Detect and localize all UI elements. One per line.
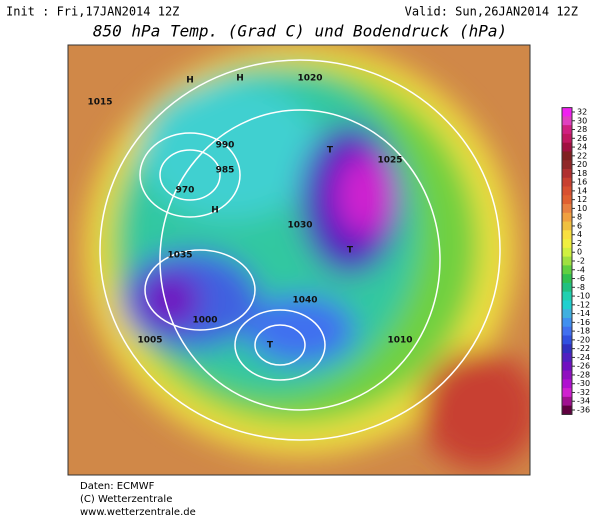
map-label: 1010 xyxy=(387,336,412,346)
colorbar-label: -14 xyxy=(577,309,590,318)
colorbar-label: 20 xyxy=(577,160,587,169)
colorbar-swatch xyxy=(562,230,572,240)
colorbar-label: 8 xyxy=(577,213,582,222)
colorbar-swatch xyxy=(562,212,572,223)
colorbar-label: 0 xyxy=(577,248,582,257)
colorbar-label: -20 xyxy=(577,335,590,344)
map-label: 1030 xyxy=(287,221,312,231)
colorbar-swatch xyxy=(562,344,572,354)
colorbar-swatch xyxy=(562,177,572,187)
colorbar-label: 30 xyxy=(577,116,587,125)
init-time: Init : Fri,17JAN2014 12Z xyxy=(6,5,179,19)
valid-time: Valid: Sun,26JAN2014 12Z xyxy=(405,5,578,19)
map-label: 985 xyxy=(216,166,235,176)
colorbar-label: -18 xyxy=(577,327,590,336)
colorbar-swatch xyxy=(562,353,572,363)
colorbar-swatch xyxy=(562,274,572,284)
colorbar-swatch xyxy=(562,133,572,144)
colorbar-label: 26 xyxy=(577,134,587,143)
map-area xyxy=(68,45,530,475)
colorbar-label: 14 xyxy=(577,186,587,195)
colorbar-label: -24 xyxy=(577,353,590,362)
colorbar-swatch xyxy=(562,388,572,398)
colorbar-label: 16 xyxy=(577,178,587,187)
colorbar-swatch xyxy=(562,195,572,205)
map-label: T xyxy=(347,246,354,256)
colorbar-swatch xyxy=(562,239,572,249)
footer-copyright: (C) Wetterzentrale xyxy=(80,494,172,505)
map-label: 1025 xyxy=(377,156,402,166)
colorbar-label: -22 xyxy=(577,344,590,353)
map-label: 1000 xyxy=(192,316,217,326)
colorbar-swatch xyxy=(562,300,572,310)
map-label: H xyxy=(211,206,219,216)
colorbar-label: -10 xyxy=(577,292,590,301)
colorbar-label: -34 xyxy=(577,397,590,406)
colorbar-swatch xyxy=(562,282,572,293)
colorbar-swatch xyxy=(562,151,572,161)
colorbar-label: -8 xyxy=(577,283,585,292)
colorbar-swatch xyxy=(562,335,572,345)
map-label: 1035 xyxy=(167,251,192,261)
map-label: H xyxy=(236,74,244,84)
footer-url: www.wetterzentrale.de xyxy=(80,507,196,518)
colorbar-swatch xyxy=(562,247,572,258)
isobars xyxy=(99,59,501,441)
colorbar-swatch xyxy=(562,326,572,336)
colorbar-label: -28 xyxy=(577,370,590,379)
colorbar-swatch xyxy=(562,168,572,179)
colorbar-swatch xyxy=(562,265,572,275)
colorbar-label: -32 xyxy=(577,388,590,397)
colorbar-label: -30 xyxy=(577,379,590,388)
colorbar-label: -6 xyxy=(577,274,585,283)
colorbar-swatch xyxy=(562,116,572,126)
colorbar-label: 18 xyxy=(577,169,587,178)
colorbar-label: -4 xyxy=(577,265,585,274)
colorbar-label: 2 xyxy=(577,239,582,248)
colorbar-swatch xyxy=(562,160,572,170)
colorbar-label: 4 xyxy=(577,230,582,239)
colorbar-swatch xyxy=(562,317,572,328)
map-label: 1005 xyxy=(137,336,162,346)
colorbar-frame xyxy=(561,107,573,415)
colorbar-swatch xyxy=(562,379,572,389)
colorbar-label: -12 xyxy=(577,300,590,309)
colorbar-label: 10 xyxy=(577,204,587,213)
map-label: 1015 xyxy=(87,98,112,108)
colorbar-label: 32 xyxy=(577,108,587,117)
colorbar-label: -2 xyxy=(577,257,585,266)
colorbar-swatch xyxy=(562,370,572,380)
colorbar-swatch xyxy=(562,125,572,135)
colorbar-swatch xyxy=(562,107,572,117)
colorbar-swatch xyxy=(562,221,572,231)
colorbar-swatch xyxy=(562,361,572,372)
colorbar-label: -36 xyxy=(577,406,590,415)
colorbar-swatch xyxy=(562,291,572,301)
colorbar-label: -16 xyxy=(577,318,590,327)
map-label: T xyxy=(267,341,274,351)
map-label: 970 xyxy=(176,186,195,196)
colorbar-swatch xyxy=(562,186,572,196)
colorbar-swatch xyxy=(562,309,572,319)
colorbar-label: 28 xyxy=(577,125,587,134)
footer-source: Daten: ECMWF xyxy=(80,481,155,492)
colorbar-swatch xyxy=(562,142,572,152)
colorbar-swatch xyxy=(562,396,572,407)
colorbar-label: 22 xyxy=(577,151,587,160)
colorbar-label: 24 xyxy=(577,143,587,152)
map-label: 1020 xyxy=(297,74,322,84)
map-title: 850 hPa Temp. (Grad C) und Bodendruck (h… xyxy=(93,22,507,41)
colorbar-label: -26 xyxy=(577,362,590,371)
colorbar-label: 12 xyxy=(577,195,587,204)
colorbar-swatch xyxy=(562,204,572,214)
map-label: T xyxy=(327,146,334,156)
colorbar-label: 6 xyxy=(577,221,582,230)
map-label: H xyxy=(186,76,194,86)
map-label: 1040 xyxy=(292,296,317,306)
colorbar-swatch xyxy=(562,405,572,415)
colorbar-swatch xyxy=(562,256,572,266)
map-frame xyxy=(67,44,531,476)
map-label: 990 xyxy=(216,141,235,151)
